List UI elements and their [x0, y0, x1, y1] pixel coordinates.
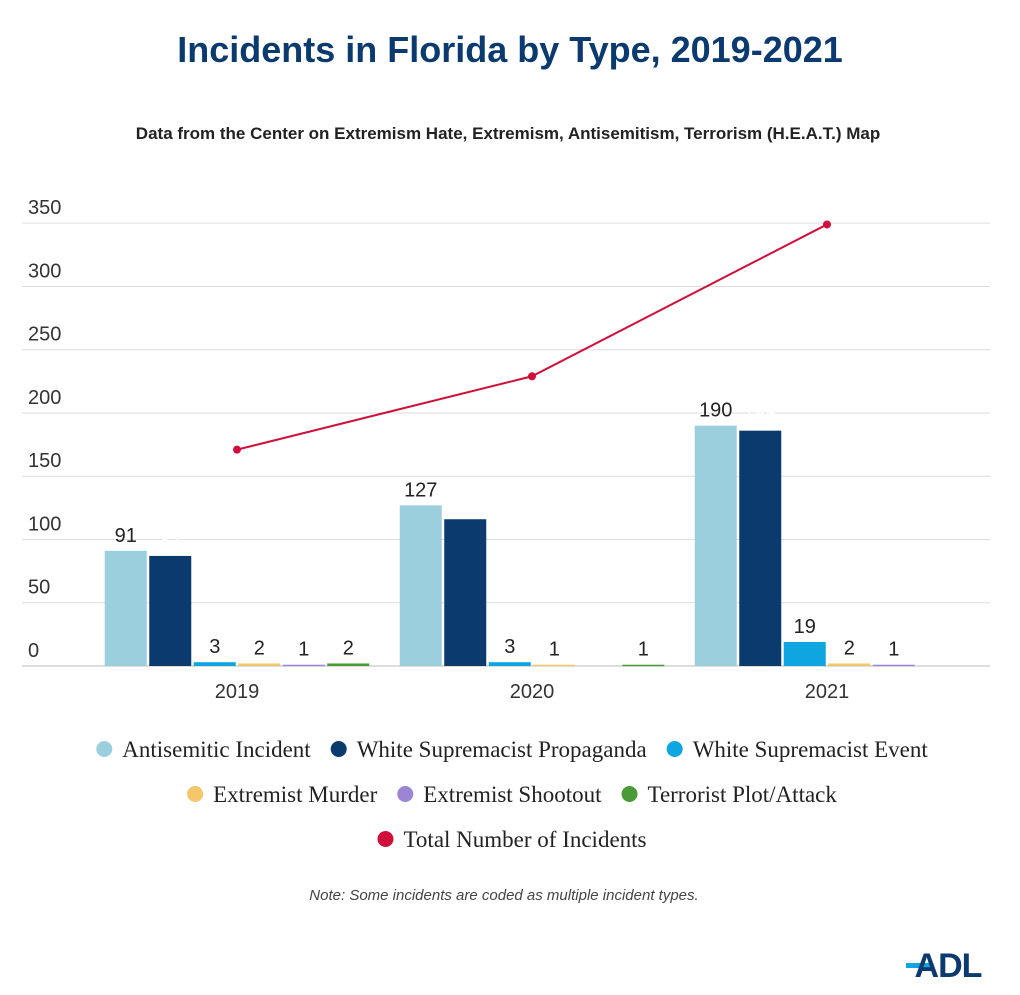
legend-item: Extremist Murder [187, 782, 378, 807]
y-tick-label: 300 [28, 260, 61, 282]
legend-marker [330, 741, 347, 757]
bar [399, 505, 442, 666]
legend-marker [397, 786, 414, 802]
note: Note: Some incidents are coded as multip… [309, 887, 698, 904]
bar [238, 663, 281, 666]
legend-marker [377, 831, 394, 847]
bar [149, 555, 192, 666]
bar [533, 664, 576, 667]
legend-label: Terrorist Plot/Attack [648, 782, 838, 807]
bar [327, 663, 370, 666]
legend-item: Extremist Shootout [397, 782, 602, 807]
bar [783, 641, 826, 666]
value-label: 2 [844, 637, 855, 659]
value-label: 1 [549, 639, 560, 661]
bar [828, 663, 871, 666]
value-label: 127 [404, 479, 437, 501]
legend-label: White Supremacist Propaganda [357, 737, 647, 762]
legend-marker [187, 786, 204, 802]
logo: ADL [915, 947, 982, 985]
value-label: 186 [744, 405, 777, 427]
bar [872, 664, 915, 667]
legend-label: Extremist Murder [213, 782, 377, 807]
y-tick-label: 0 [28, 640, 39, 662]
total-line [236, 223, 828, 451]
x-tick-label: 2021 [805, 681, 850, 703]
value-label: 190 [699, 400, 732, 422]
legend-marker [666, 741, 683, 757]
legend-item: Terrorist Plot/Attack [621, 782, 838, 807]
y-tick-label: 200 [28, 387, 61, 409]
y-tick-label: 50 [28, 577, 50, 599]
chart-title: Incidents in Florida by Type, 2019-2021 [177, 29, 843, 70]
legend-marker [96, 741, 113, 757]
x-tick-label: 2020 [510, 681, 555, 703]
chart-subtitle: Data from the Center on Extremism Hate, … [136, 124, 880, 143]
value-label: 3 [209, 636, 220, 658]
bar [104, 550, 147, 666]
value-label: 116 [449, 493, 481, 515]
bar [739, 430, 782, 666]
value-label: 1 [298, 639, 309, 661]
legend-label: Total Number of Incidents [403, 827, 646, 852]
legend-marker [621, 786, 638, 802]
y-tick-label: 100 [28, 513, 61, 535]
value-label: 91 [115, 525, 137, 547]
value-label: 1 [888, 639, 899, 661]
value-label: 87 [159, 530, 181, 552]
y-tick-label: 150 [28, 450, 61, 472]
bar [444, 519, 487, 666]
legend-label: Antisemitic Incident [122, 737, 311, 762]
value-label: 2 [343, 637, 354, 659]
y-tick-label: 250 [28, 324, 61, 346]
bar [694, 425, 737, 666]
value-label: 3 [504, 636, 515, 658]
total-point [233, 445, 241, 454]
legend-item: Antisemitic Incident [96, 737, 311, 762]
legend-label: Extremist Shootout [423, 782, 602, 807]
bar [193, 662, 236, 666]
legend-item: Total Number of Incidents [377, 827, 647, 852]
value-label: 19 [794, 616, 816, 638]
total-point [528, 372, 536, 381]
legend-item: White Supremacist Propaganda [330, 737, 647, 762]
bar [622, 664, 665, 667]
total-point [823, 220, 831, 229]
y-tick-label: 350 [28, 197, 61, 219]
logo-bar [906, 963, 930, 968]
bar [282, 664, 325, 667]
legend-label: White Supremacist Event [693, 737, 929, 762]
bar [488, 662, 531, 666]
legend-item: White Supremacist Event [666, 737, 929, 762]
value-label: 2 [254, 637, 265, 659]
x-tick-label: 2019 [215, 681, 260, 703]
value-label: 1 [638, 639, 649, 661]
